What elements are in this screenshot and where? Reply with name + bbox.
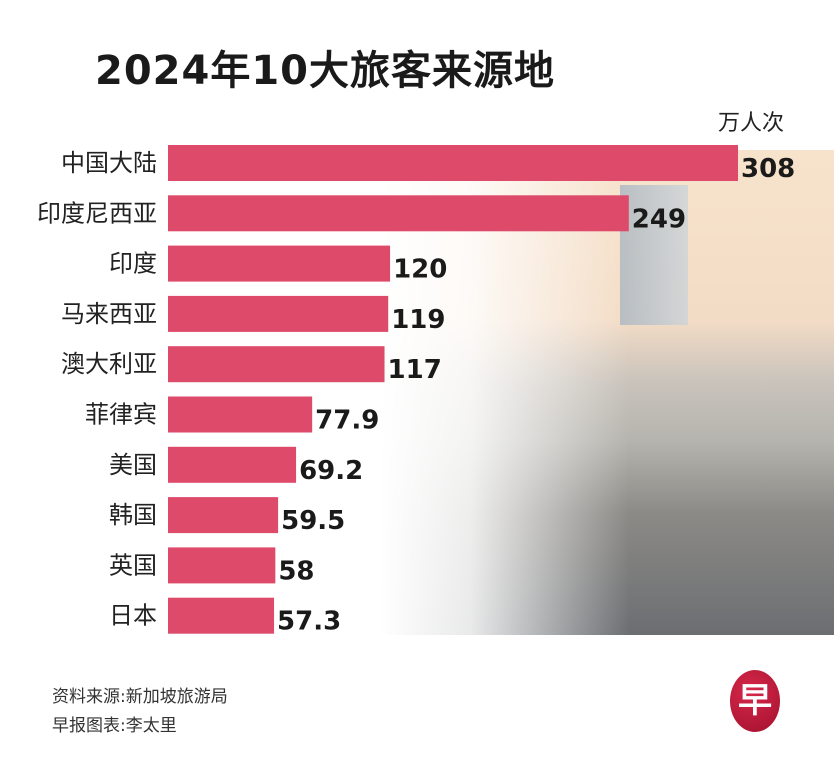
value-label: 69.2	[299, 456, 363, 486]
bar	[168, 497, 279, 534]
value-label: 308	[741, 154, 795, 184]
bar	[168, 145, 738, 181]
category-label: 英国	[109, 551, 157, 579]
value-label: 117	[388, 355, 442, 385]
bar	[168, 597, 275, 634]
category-label: 印度	[109, 250, 157, 278]
bar	[168, 547, 276, 584]
zaobao-logo: 早	[730, 670, 780, 732]
chart-title: 2024年10大旅客来源地	[95, 48, 555, 94]
category-label: 印度尼西亚	[37, 199, 157, 227]
category-label: 日本	[109, 602, 157, 630]
category-label: 菲律宾	[85, 401, 157, 429]
value-label: 58	[278, 556, 314, 586]
value-label: 249	[632, 204, 686, 234]
value-label: 59.5	[281, 506, 345, 536]
footer: 资料来源:新加坡旅游局 早报图表:李太里	[52, 683, 228, 741]
value-label: 57.3	[277, 607, 341, 637]
background-building	[620, 185, 688, 325]
credit-text: 早报图表:李太里	[52, 716, 177, 736]
category-label: 美国	[109, 451, 157, 479]
value-label: 119	[391, 305, 445, 335]
bar	[168, 295, 389, 332]
category-label: 中国大陆	[61, 149, 157, 177]
bar	[168, 446, 297, 483]
category-label: 韩国	[109, 501, 157, 529]
bar	[168, 195, 629, 232]
value-label: 120	[393, 255, 447, 285]
category-label: 马来西亚	[61, 300, 157, 328]
source-text: 资料来源:新加坡旅游局	[52, 687, 228, 707]
value-label: 77.9	[315, 406, 379, 436]
bar	[168, 396, 313, 433]
category-label: 澳大利亚	[61, 350, 157, 378]
bar	[168, 346, 385, 383]
unit-label: 万人次	[718, 111, 785, 136]
bar	[168, 245, 391, 282]
